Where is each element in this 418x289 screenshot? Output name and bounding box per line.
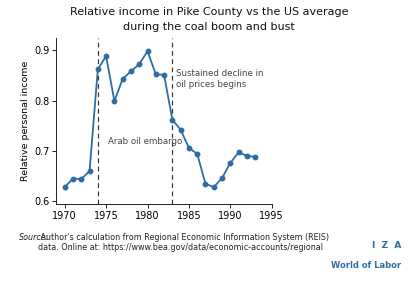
Text: Relative income in Pike County vs the US average: Relative income in Pike County vs the US…	[70, 7, 348, 17]
Y-axis label: Relative personal income: Relative personal income	[21, 60, 30, 181]
Text: Arab oil embargo: Arab oil embargo	[108, 137, 182, 146]
Text: Sustained decline in
oil prices begins: Sustained decline in oil prices begins	[176, 69, 263, 89]
Text: Author's calculation from Regional Economic Information System (REIS)
data. Onli: Author's calculation from Regional Econo…	[38, 233, 329, 252]
Text: during the coal boom and bust: during the coal boom and bust	[123, 22, 295, 32]
Text: I  Z  A: I Z A	[372, 241, 401, 250]
Text: Source:: Source:	[19, 233, 49, 242]
Text: World of Labor: World of Labor	[331, 261, 401, 270]
